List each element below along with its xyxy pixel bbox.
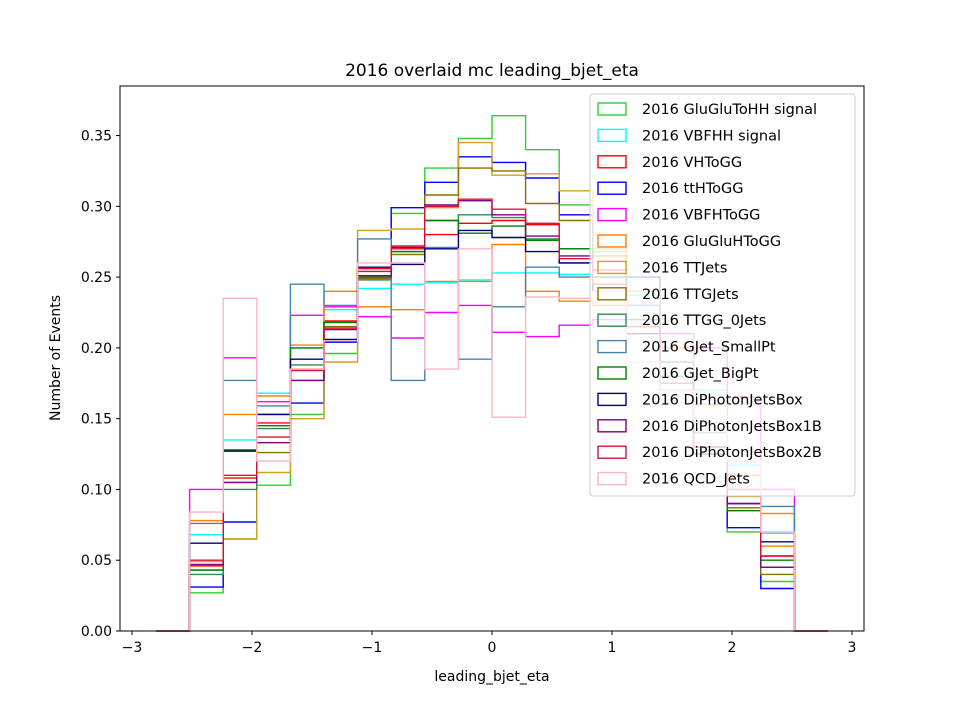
chart-title: 2016 overlaid mc leading_bjet_eta bbox=[345, 61, 639, 81]
x-tick-label: −2 bbox=[242, 640, 263, 656]
legend-label-8: 2016 TTGG_0Jets bbox=[642, 313, 766, 329]
legend-swatch-2 bbox=[597, 155, 627, 169]
legend-label-4: 2016 VBFHToGG bbox=[642, 208, 760, 224]
x-tick-label: −3 bbox=[122, 640, 143, 656]
legend-label-13: 2016 DiPhotonJetsBox2B bbox=[642, 445, 822, 461]
legend-swatch-10 bbox=[597, 366, 627, 380]
legend-label-14: 2016 QCD_Jets bbox=[642, 472, 750, 488]
legend-label-1: 2016 VBFHH signal bbox=[642, 128, 781, 144]
x-axis-label: leading_bjet_eta bbox=[434, 669, 549, 685]
legend-label-11: 2016 DiPhotonJetsBox bbox=[642, 392, 803, 408]
legend-label-6: 2016 TTJets bbox=[642, 260, 727, 276]
legend-swatch-14 bbox=[597, 471, 627, 486]
legend-swatch-11 bbox=[597, 392, 627, 407]
x-tick-label: 0 bbox=[488, 640, 497, 656]
legend-label-12: 2016 DiPhotonJetsBox1B bbox=[642, 419, 822, 435]
y-axis: 0.00 0.05 0.10 0.15 0.20 0.25 0.30 0.35 bbox=[81, 129, 120, 640]
legend-swatch-13 bbox=[597, 445, 627, 459]
legend-swatch-5 bbox=[597, 234, 627, 248]
legend-swatch-4 bbox=[597, 207, 627, 222]
legend-swatch-12 bbox=[597, 419, 627, 433]
legend-box bbox=[589, 93, 856, 497]
legend-swatch-6 bbox=[597, 260, 627, 275]
x-tick-label: 2 bbox=[728, 640, 737, 656]
y-tick-label: 0.10 bbox=[81, 482, 112, 498]
legend-swatch-3 bbox=[597, 181, 627, 195]
y-tick-label: 0.30 bbox=[81, 199, 112, 215]
legend-label-3: 2016 ttHToGG bbox=[642, 181, 744, 197]
y-tick-label: 0.15 bbox=[81, 412, 112, 428]
legend-label-0: 2016 GluGluToHH signal bbox=[642, 102, 817, 118]
legend-label-2: 2016 VHToGG bbox=[642, 155, 742, 171]
y-tick-label: 0.05 bbox=[81, 553, 112, 569]
legend-label-9: 2016 GJet_SmallPt bbox=[642, 340, 776, 356]
legend-label-7: 2016 TTGJets bbox=[642, 287, 739, 303]
legend-label-5: 2016 GluGluHToGG bbox=[642, 234, 781, 250]
x-tick-label: −1 bbox=[362, 640, 383, 656]
legend-swatch-7 bbox=[597, 287, 627, 301]
legend: 2016 GluGluToHH signal 2016 VBFHH signal 2… bbox=[589, 93, 856, 497]
y-tick-label: 0.35 bbox=[81, 129, 112, 145]
y-axis-label: Number of Events bbox=[48, 295, 64, 421]
x-tick-label: 3 bbox=[848, 640, 857, 656]
legend-swatch-1 bbox=[597, 128, 627, 143]
legend-swatch-9 bbox=[597, 339, 627, 354]
y-tick-label: 0.25 bbox=[81, 270, 112, 286]
legend-swatch-0 bbox=[597, 102, 627, 116]
legend-label-10: 2016 GJet_BigPt bbox=[642, 366, 759, 382]
x-axis: −3 −2 −1 0 1 2 3 bbox=[122, 631, 857, 656]
y-tick-label: 0.20 bbox=[81, 341, 112, 357]
legend-swatch-8 bbox=[597, 313, 627, 327]
x-tick-label: 1 bbox=[608, 640, 617, 656]
y-tick-label: 0.00 bbox=[81, 624, 112, 640]
